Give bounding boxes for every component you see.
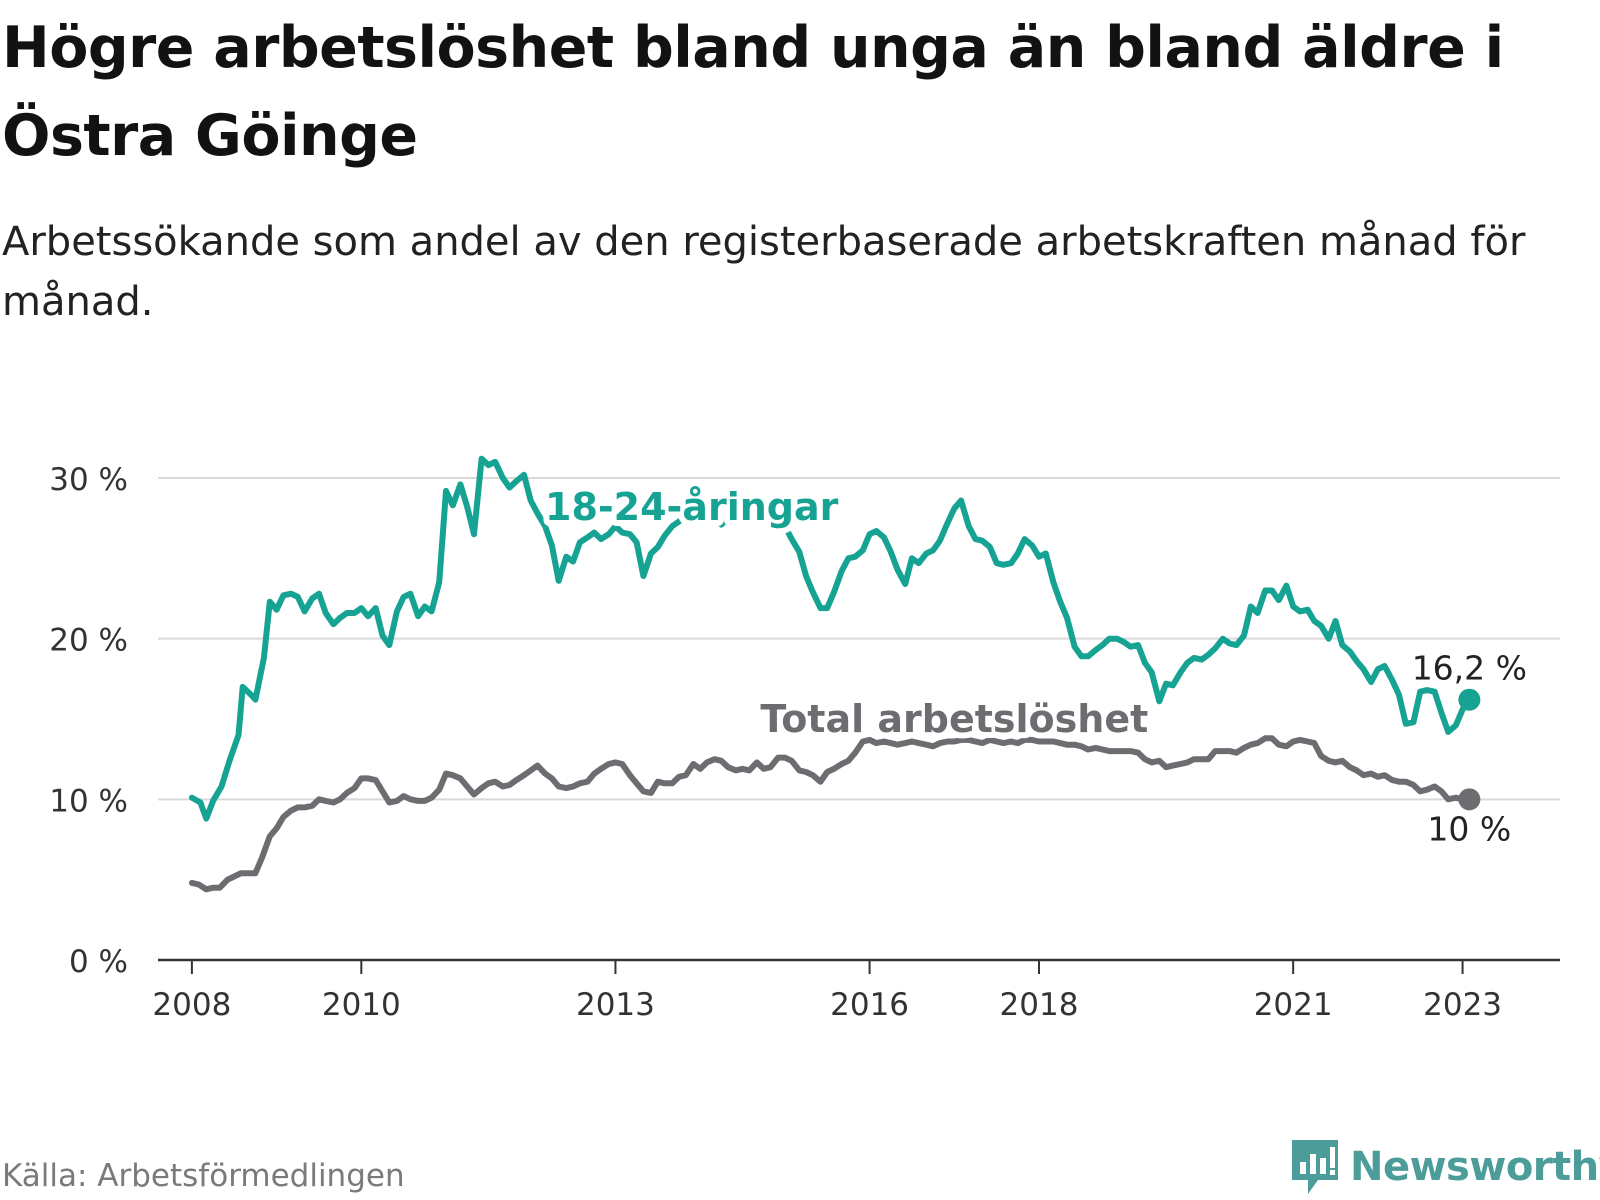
x-tick-label: 2018 bbox=[1000, 987, 1079, 1023]
x-tick-label: 2016 bbox=[830, 987, 909, 1023]
end-label-total: 10 % bbox=[1427, 809, 1511, 848]
y-tick-label: 0 % bbox=[69, 944, 128, 980]
y-tick-label: 10 % bbox=[49, 783, 128, 819]
x-tick-label: 2008 bbox=[152, 987, 231, 1023]
series-label-total: Total arbetslöshet bbox=[760, 697, 1148, 741]
series-line-youth bbox=[188, 455, 1473, 822]
newsworthy-logo[interactable]: Newsworthy bbox=[1290, 1138, 1600, 1196]
series-label-youth-halo: 18-24-åringar bbox=[545, 485, 839, 529]
x-tick-label: 2013 bbox=[576, 987, 655, 1023]
series-label-youth: 18-24-åringar bbox=[545, 485, 839, 529]
newsworthy-chart-icon bbox=[1292, 1140, 1338, 1194]
end-point-youth bbox=[1458, 688, 1481, 711]
chart-title: Högre arbetslöshet bland unga än bland ä… bbox=[2, 15, 1504, 169]
x-tick-label: 2021 bbox=[1254, 987, 1333, 1023]
series-line-total bbox=[188, 735, 1473, 893]
series-label-total-halo: Total arbetslöshet bbox=[760, 697, 1148, 741]
source-note: Källa: Arbetsförmedlingen bbox=[2, 1158, 405, 1194]
chart-subtitle: Arbetssökande som andel av den registerb… bbox=[2, 219, 1526, 325]
x-tick-label: 2010 bbox=[322, 987, 401, 1023]
y-tick-label: 30 % bbox=[49, 462, 128, 498]
chart-canvas: 0 % 10 % 20 % 30 % 2008 2010 2013 2016 2018 2021 2… bbox=[49, 455, 1560, 1023]
x-tick-label: 2023 bbox=[1423, 987, 1502, 1023]
y-tick-label: 20 % bbox=[49, 623, 128, 659]
end-point-total bbox=[1458, 788, 1481, 811]
end-label-youth: 16,2 % bbox=[1412, 649, 1527, 688]
brand-name: Newsworthy bbox=[1350, 1144, 1600, 1190]
